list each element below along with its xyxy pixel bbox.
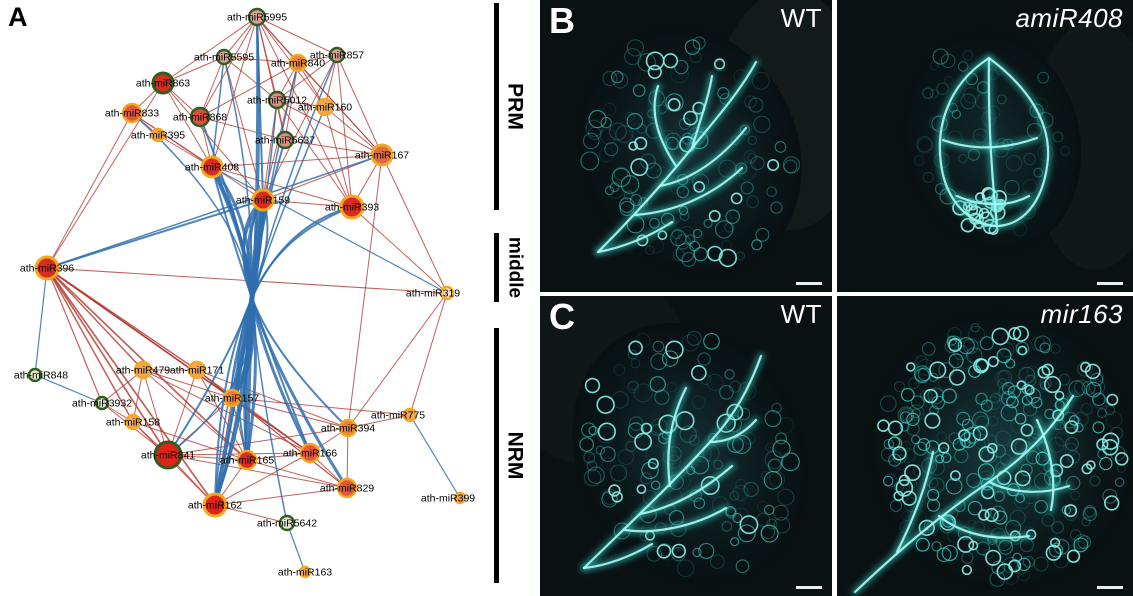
svg-text:ath-miR162: ath-miR162 <box>188 500 242 512</box>
svg-text:ath-miR319: ath-miR319 <box>406 288 460 300</box>
genotype-label: WT <box>780 299 822 329</box>
svg-text:ath-miR868: ath-miR868 <box>173 112 227 124</box>
svg-text:ath-miR3932: ath-miR3932 <box>72 398 132 410</box>
svg-text:ath-miR171: ath-miR171 <box>170 365 224 377</box>
micrograph-b-amir408: amiR408 <box>837 0 1133 292</box>
panel-a-label: A <box>8 2 28 32</box>
svg-text:middle: middle <box>504 237 525 298</box>
scale-bar <box>1097 586 1123 589</box>
svg-text:ath-miR165: ath-miR165 <box>220 455 274 467</box>
micrograph-b-wt: B WT <box>540 0 832 292</box>
svg-text:ath-miR159: ath-miR159 <box>236 195 290 207</box>
network-panel: A ath-miR5995 ath-miR5595 ath-miR857 ath-mi… <box>0 0 540 596</box>
svg-text:ath-miR5595: ath-miR5595 <box>194 52 254 64</box>
genotype-label: amiR408 <box>1015 3 1123 33</box>
panel-b-letter: B <box>549 0 575 41</box>
svg-text:ath-miR848: ath-miR848 <box>14 370 68 382</box>
svg-text:ath-miR394: ath-miR394 <box>321 423 375 435</box>
svg-text:ath-miR833: ath-miR833 <box>105 108 159 120</box>
svg-text:NRM: NRM <box>504 432 527 480</box>
scale-bar <box>1097 282 1123 285</box>
svg-text:ath-miR395: ath-miR395 <box>131 130 185 142</box>
svg-text:ath-miR396: ath-miR396 <box>20 263 74 275</box>
genotype-label: WT <box>780 3 822 33</box>
leaf-fluorescence-image <box>837 296 1133 596</box>
svg-text:ath-miR863: ath-miR863 <box>136 78 190 90</box>
svg-text:ath-miR166: ath-miR166 <box>283 448 337 460</box>
svg-text:ath-miR158: ath-miR158 <box>106 417 160 429</box>
svg-text:ath-miR393: ath-miR393 <box>325 202 379 214</box>
svg-text:ath-miR5995: ath-miR5995 <box>227 12 287 24</box>
micrograph-c-wt: C WT <box>540 296 832 596</box>
svg-text:ath-miR829: ath-miR829 <box>320 483 374 495</box>
svg-text:ath-miR775: ath-miR775 <box>371 410 425 422</box>
svg-text:ath-miR5637: ath-miR5637 <box>255 135 315 147</box>
svg-text:PRM: PRM <box>504 83 527 130</box>
scale-bar <box>796 586 822 589</box>
leaf-fluorescence-image <box>540 296 832 596</box>
svg-text:ath-miR399: ath-miR399 <box>421 493 475 505</box>
micrograph-c-mir163: mir163 <box>837 296 1133 596</box>
leaf-fluorescence-image <box>837 0 1133 292</box>
svg-text:ath-miR408: ath-miR408 <box>185 162 239 174</box>
svg-text:ath-miR5642: ath-miR5642 <box>257 518 317 530</box>
svg-text:ath-miR5012: ath-miR5012 <box>247 95 307 107</box>
svg-text:ath-miR479: ath-miR479 <box>116 365 170 377</box>
svg-text:ath-miR857: ath-miR857 <box>310 50 364 62</box>
leaf-fluorescence-image <box>540 0 832 292</box>
genotype-label: mir163 <box>1040 299 1123 329</box>
svg-text:ath-miR841: ath-miR841 <box>141 450 195 462</box>
svg-text:ath-miR840: ath-miR840 <box>271 58 325 70</box>
scale-bar <box>796 282 822 285</box>
micrograph-grid: B WT amiR408 C WT mir163 <box>540 0 1133 596</box>
panel-c-letter: C <box>549 296 575 337</box>
svg-text:ath-miR160: ath-miR160 <box>298 102 352 114</box>
svg-text:ath-miR167: ath-miR167 <box>355 150 409 162</box>
svg-text:ath-miR157: ath-miR157 <box>205 393 259 405</box>
svg-text:ath-miR163: ath-miR163 <box>278 567 332 579</box>
